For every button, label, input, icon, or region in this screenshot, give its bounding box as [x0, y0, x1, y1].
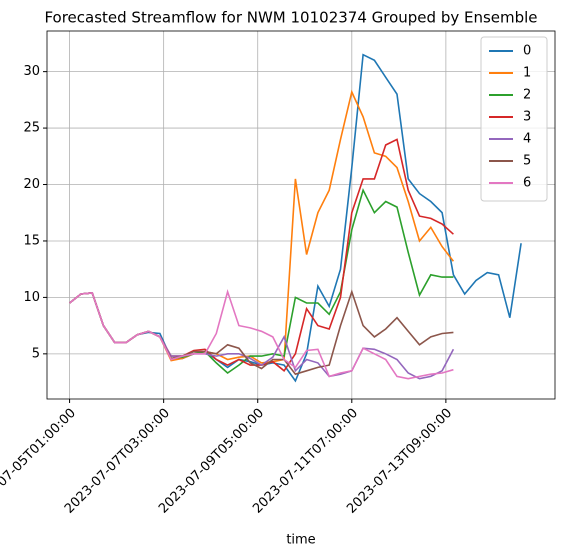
chart-title: Forecasted Streamflow for NWM 10102374 G… — [44, 9, 537, 27]
y-tick-label: 25 — [23, 121, 40, 136]
series-line — [69, 89, 455, 364]
legend-label: 1 — [523, 66, 531, 81]
y-tick-label: 20 — [23, 177, 40, 192]
plot-frame — [46, 30, 556, 400]
legend-label: 4 — [523, 132, 531, 147]
y-tick-label: 30 — [23, 64, 40, 79]
series-line — [69, 53, 522, 383]
series-line — [69, 138, 454, 372]
x-tick-label: 2023-07-11T07:00:00 — [250, 406, 361, 517]
series-line — [69, 292, 455, 380]
legend-label: 2 — [523, 88, 531, 103]
legend-label: 0 — [523, 44, 531, 59]
x-tick-label: 2023-07-09T05:00:00 — [156, 406, 267, 517]
x-tick-label: 2023-07-13T09:00:00 — [344, 406, 455, 517]
legend-label: 3 — [523, 110, 531, 125]
x-axis-label: time — [286, 533, 315, 548]
series-line — [69, 289, 454, 376]
legend-box — [480, 36, 548, 202]
x-tick-label: 2023-07-07T03:00:00 — [62, 406, 173, 517]
y-tick-label: 15 — [23, 233, 40, 248]
y-tick-label: 10 — [23, 290, 40, 305]
legend-label: 6 — [523, 176, 531, 191]
series-line — [69, 188, 454, 375]
y-tick-label: 5 — [32, 346, 40, 361]
series-line — [69, 289, 454, 380]
legend-label: 5 — [523, 154, 531, 169]
